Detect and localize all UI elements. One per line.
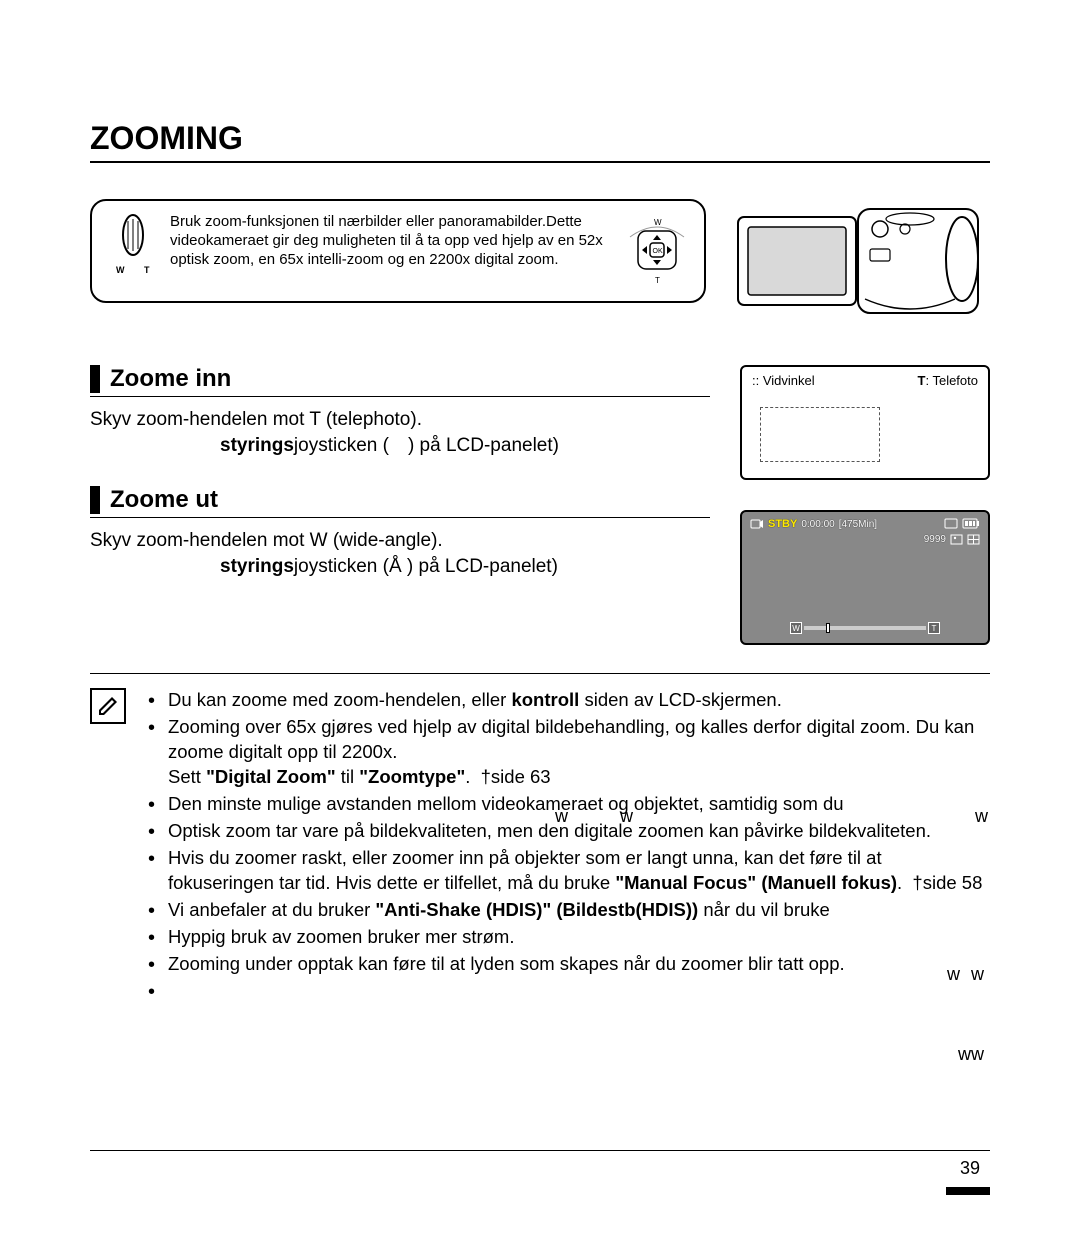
page-edge-tab	[946, 1187, 990, 1195]
photo-icon	[950, 534, 963, 545]
joystick-icon: OK W T	[628, 213, 686, 289]
intro-callout: W T Bruk zoom-funksjonen til nærbilder e…	[90, 199, 706, 303]
lcd2-remain: [475Min]	[839, 519, 877, 530]
zoom-indicator-bar: W T	[790, 623, 940, 633]
pencil-note-icon	[95, 693, 121, 719]
zoom-in-line1: Skyv zoom-hendelen mot T (telephoto).	[90, 409, 422, 430]
subheading-zoom-in: Zoome inn	[90, 365, 710, 397]
stray-char: w	[555, 806, 568, 827]
lcd1-left-label: :: Vidvinkel	[752, 373, 815, 388]
page-number: 39	[960, 1158, 980, 1179]
subhead-marker	[90, 486, 100, 514]
subhead-label: Zoome ut	[110, 486, 218, 514]
note-item: Hyppig bruk av zoomen bruker mer strøm.	[144, 925, 990, 950]
subhead-label: Zoome inn	[110, 365, 231, 393]
zoom-out-prefix: styrings	[220, 556, 294, 577]
svg-text:T: T	[144, 265, 150, 275]
intro-text: Bruk zoom-funksjonen til nærbilder eller…	[170, 213, 608, 269]
stray-char: w	[947, 964, 960, 985]
note-item: Vi anbefaler at du bruker "Anti-Shake (H…	[144, 898, 990, 923]
note-item: Hvis du zoomer raskt, eller zoomer inn p…	[144, 846, 990, 896]
sections-row: Zoome inn Skyv zoom-hendelen mot T (tele…	[90, 365, 990, 645]
zoom-track	[804, 626, 926, 630]
camcorder-illustration	[730, 199, 990, 329]
zoom-in-prefix: styrings	[220, 435, 294, 456]
grid-icon	[967, 534, 980, 545]
note-icon	[90, 688, 126, 724]
zoom-thumb	[826, 623, 830, 633]
svg-text:T: T	[655, 276, 660, 285]
footer-rule	[90, 1150, 990, 1151]
notes-block: Du kan zoome med zoom-hendelen, eller ko…	[90, 673, 990, 979]
lcd2-time: 0:00:00	[801, 519, 834, 530]
zoom-t-end: T	[928, 622, 940, 634]
zoom-w-end: W	[790, 622, 802, 634]
stray-char: w	[971, 964, 984, 985]
lcd1-right-label: T: Telefoto	[918, 373, 978, 388]
lcd-preview-recording: STBY 0:00:00 [475Min] 9999 W	[740, 510, 990, 645]
lcd2-top-right	[944, 518, 980, 529]
lcd1-labels: :: Vidvinkel T: Telefoto	[752, 373, 978, 388]
stray-char: w	[975, 806, 988, 827]
zoom-out-line1: Skyv zoom-hendelen mot W (wide-angle).	[90, 530, 443, 551]
svg-text:OK: OK	[653, 248, 663, 255]
stby-label: STBY	[768, 518, 797, 530]
subhead-marker	[90, 365, 100, 393]
zoom-in-body: Skyv zoom-hendelen mot T (telephoto). st…	[90, 407, 710, 458]
note-item: Du kan zoome med zoom-hendelen, eller ko…	[144, 688, 990, 713]
stray-char: ww	[958, 1044, 984, 1065]
camera-mode-icon	[750, 518, 764, 530]
page-title: ZOOMING	[90, 120, 990, 163]
svg-text:W: W	[116, 265, 125, 275]
lcd-preview-wideangle: :: Vidvinkel T: Telefoto	[740, 365, 990, 480]
dashed-frame	[760, 407, 880, 462]
card-icon	[944, 518, 958, 529]
stray-char: w	[620, 806, 633, 827]
zoom-lever-icon: W T	[110, 213, 156, 285]
manual-page: ZOOMING W T Bruk zoom-funksjonen til nær…	[0, 0, 1080, 1235]
note-item: Zooming under opptak kan føre til at lyd…	[144, 952, 990, 977]
svg-text:W: W	[654, 218, 662, 227]
battery-icon	[962, 518, 980, 529]
notes-list: Du kan zoome med zoom-hendelen, eller ko…	[144, 688, 990, 979]
note-item: Zooming over 65x gjøres ved hjelp av dig…	[144, 715, 990, 790]
sections-text-column: Zoome inn Skyv zoom-hendelen mot T (tele…	[90, 365, 710, 645]
lcd-column: :: Vidvinkel T: Telefoto STBY 0:00:00 [4…	[740, 365, 990, 645]
lcd2-count: 9999	[924, 534, 946, 545]
zoom-out-rest: joysticken (Å ) på LCD-panelet)	[294, 556, 558, 577]
zoom-in-rest: joysticken ( ) på LCD-panelet)	[294, 435, 559, 456]
lcd2-row2-right: 9999	[924, 534, 980, 545]
intro-row: W T Bruk zoom-funksjonen til nærbilder e…	[90, 199, 990, 329]
subheading-zoom-out: Zoome ut	[90, 486, 710, 518]
zoom-out-body: Skyv zoom-hendelen mot W (wide-angle). s…	[90, 528, 710, 579]
